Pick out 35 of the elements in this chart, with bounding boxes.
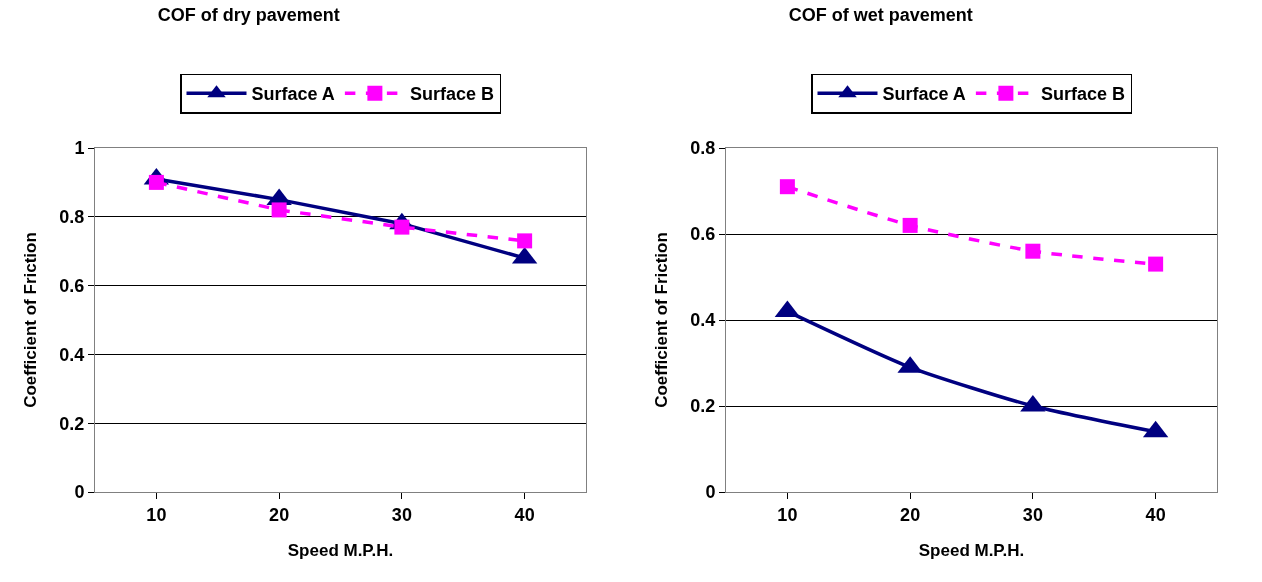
y-tick-label: 0.2	[59, 413, 85, 434]
y-tick-label: 0.4	[690, 310, 716, 331]
x-tick-label: 30	[391, 504, 412, 525]
x-axis-title: Speed M.P.H.	[287, 541, 394, 560]
point	[1148, 256, 1164, 272]
y-tick-label: 0.8	[59, 207, 85, 228]
chart-title: COF of dry pavement	[157, 5, 340, 26]
point	[517, 233, 533, 249]
x-tick-label: 10	[146, 504, 167, 525]
y-tick-label: 0.4	[59, 344, 85, 365]
y-tick-label: 0.2	[690, 396, 716, 417]
x-tick-label: 40	[1145, 504, 1166, 525]
legend-label: Surface B	[1040, 84, 1125, 105]
point	[271, 202, 287, 218]
x-tick-label: 30	[1022, 504, 1043, 525]
legend-label: Surface A	[251, 84, 335, 105]
legend-label: Surface B	[409, 84, 494, 105]
chart-title: COF of wet pavement	[788, 5, 973, 26]
y-tick-label: 0	[705, 482, 716, 503]
x-tick-label: 40	[514, 504, 535, 525]
y-tick-label: 1	[74, 138, 85, 159]
y-axis-title: Coefficient of Friction	[651, 232, 671, 408]
x-axis-title: Speed M.P.H.	[918, 541, 1025, 560]
legend-label: Surface A	[882, 84, 966, 105]
y-tick-label: 0.8	[690, 138, 716, 159]
point	[902, 217, 918, 233]
x-tick-label: 20	[900, 504, 921, 525]
y-tick-label: 0.6	[690, 224, 716, 245]
y-axis-title: Coefficient of Friction	[20, 232, 40, 408]
y-tick-label: 0	[74, 482, 85, 503]
point	[1025, 243, 1041, 259]
x-tick-label: 20	[269, 504, 290, 525]
y-tick-label: 0.6	[59, 275, 85, 296]
point	[779, 179, 795, 195]
x-tick-label: 10	[777, 504, 798, 525]
